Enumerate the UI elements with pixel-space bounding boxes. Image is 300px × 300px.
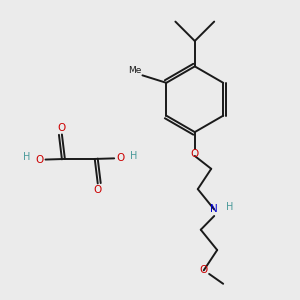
Text: H: H bbox=[130, 151, 137, 161]
Text: O: O bbox=[191, 149, 199, 159]
Text: H: H bbox=[226, 202, 233, 212]
Text: Me: Me bbox=[128, 66, 142, 75]
Text: O: O bbox=[200, 265, 208, 275]
Text: O: O bbox=[35, 154, 43, 165]
Text: N: N bbox=[210, 204, 218, 214]
Text: O: O bbox=[94, 185, 102, 195]
Text: O: O bbox=[58, 123, 66, 133]
Text: H: H bbox=[23, 152, 30, 162]
Text: O: O bbox=[117, 153, 125, 164]
